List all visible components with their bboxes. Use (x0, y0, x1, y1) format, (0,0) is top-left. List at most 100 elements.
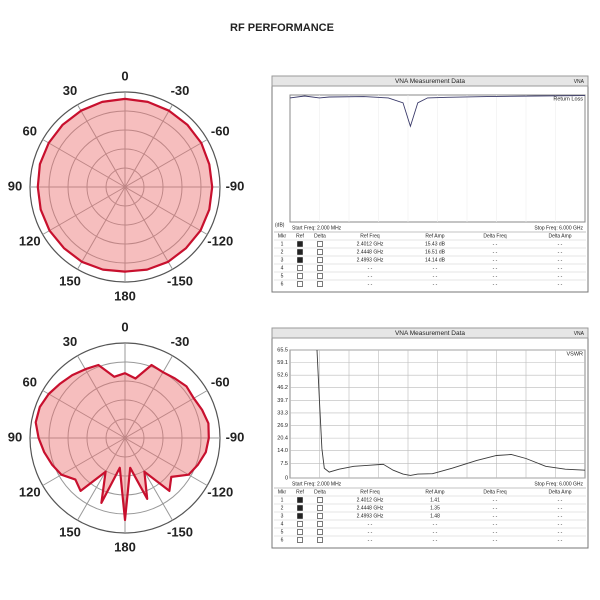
ref-checkbox (297, 257, 303, 263)
table-cell: - - (368, 529, 373, 535)
table-cell: - - (493, 529, 498, 535)
y-tick-label: 52.6 (277, 373, 288, 379)
y-tick-label: 20.4 (277, 436, 288, 442)
ref-checkbox (297, 537, 303, 543)
polar-spoke (77, 186, 126, 270)
delta-checkbox (317, 537, 323, 543)
y-tick-label: 7.5 (280, 461, 288, 467)
table-cell: 14.14 dB (425, 257, 446, 263)
polar-spoke (124, 355, 173, 439)
angle-tick-label: -90 (226, 429, 245, 444)
angle-tick-label: 60 (23, 374, 37, 389)
table-header: Delta (314, 489, 326, 495)
ref-checkbox (297, 273, 303, 279)
vna-title-bar (271, 75, 589, 87)
angle-tick-label: 120 (19, 484, 41, 499)
ref-checkbox (297, 241, 303, 247)
table-header: Delta (314, 233, 326, 239)
polar-spoke (42, 139, 126, 188)
angle-tick-label: -90 (226, 178, 245, 193)
table-cell: - - (558, 521, 563, 527)
polar-spoke (124, 437, 173, 521)
table-cell: 2.4448 GHz (357, 249, 384, 255)
delta-checkbox (317, 257, 323, 263)
delta-checkbox (317, 497, 323, 503)
table-cell: 4 (281, 265, 284, 271)
table-cell: - - (493, 521, 498, 527)
table-cell: - - (433, 529, 438, 535)
table-cell: - - (558, 529, 563, 535)
table-header: Ref (296, 489, 304, 495)
table-cell: 2.4448 GHz (357, 505, 384, 511)
table-cell: - - (558, 273, 563, 279)
y-tick-label: 0 (285, 475, 288, 481)
table-cell: - - (368, 521, 373, 527)
y-tick-label: 39.7 (277, 398, 288, 404)
y-unit: (dB) (275, 222, 285, 228)
polar-spoke (124, 437, 208, 486)
table-cell: - - (493, 265, 498, 271)
table-cell: 5 (281, 273, 284, 279)
table-header: Ref Freq (360, 489, 380, 495)
table-cell: - - (433, 265, 438, 271)
angle-tick-label: 0 (121, 319, 128, 334)
polar-spoke (42, 437, 126, 486)
table-cell: - - (493, 249, 498, 255)
angle-tick-label: -120 (207, 233, 233, 248)
table-cell: - - (558, 497, 563, 503)
table-cell: 1 (281, 497, 284, 503)
stop-freq: Stop Freq: 6.000 GHz (534, 481, 583, 487)
table-cell: - - (558, 249, 563, 255)
vna-title: VNA Measurement Data (395, 78, 465, 85)
angle-tick-label: -150 (167, 274, 193, 289)
angle-tick-label: 90 (8, 429, 22, 444)
angle-tick-label: -60 (211, 123, 230, 138)
table-header: Ref Freq (360, 233, 380, 239)
ref-checkbox (297, 505, 303, 511)
y-tick-label: 59.1 (277, 360, 288, 366)
ref-checkbox (297, 529, 303, 535)
polar-spoke (124, 139, 208, 188)
delta-checkbox (317, 513, 323, 519)
table-header: Mkr (278, 233, 287, 239)
vna-title-bar (271, 327, 589, 339)
radiation-pattern (34, 363, 210, 522)
table-cell: 1.35 (430, 505, 440, 511)
table-cell: - - (558, 281, 563, 287)
table-cell: 1 (281, 241, 284, 247)
table-cell: - - (368, 273, 373, 279)
table-cell: 1.41 (430, 497, 440, 503)
angle-tick-label: 30 (63, 334, 77, 349)
table-cell: 16.51 dB (425, 249, 446, 255)
y-tick-label: 33.3 (277, 410, 288, 416)
ref-checkbox (297, 281, 303, 287)
delta-checkbox (317, 505, 323, 511)
polar-spoke (77, 437, 126, 521)
y-tick-label: 65.5 (277, 347, 288, 353)
polar-spoke (42, 186, 126, 235)
vna-badge: VNA (574, 331, 585, 337)
angle-tick-label: -30 (171, 334, 190, 349)
polar-spoke (124, 186, 173, 270)
table-cell: 6 (281, 281, 284, 287)
delta-checkbox (317, 241, 323, 247)
table-header: Delta Amp (548, 489, 571, 495)
table-header: Delta Amp (548, 233, 571, 239)
table-cell: 5 (281, 529, 284, 535)
trace (316, 349, 586, 476)
trace-label: Return Loss (553, 96, 583, 102)
y-tick-label: 26.9 (277, 423, 288, 429)
table-cell: - - (558, 241, 563, 247)
polar-spoke (124, 104, 173, 188)
stop-freq: Stop Freq: 6.000 GHz (534, 225, 583, 231)
angle-tick-label: 120 (19, 233, 41, 248)
angle-tick-label: 150 (59, 274, 81, 289)
table-cell: 1.48 (430, 513, 440, 519)
table-cell: 4 (281, 521, 284, 527)
table-cell: - - (493, 537, 498, 543)
table-cell: - - (433, 281, 438, 287)
start-freq: Start Freq: 2.000 MHz (292, 225, 342, 231)
table-cell: - - (493, 497, 498, 503)
table-cell: - - (433, 521, 438, 527)
table-cell: - - (368, 265, 373, 271)
